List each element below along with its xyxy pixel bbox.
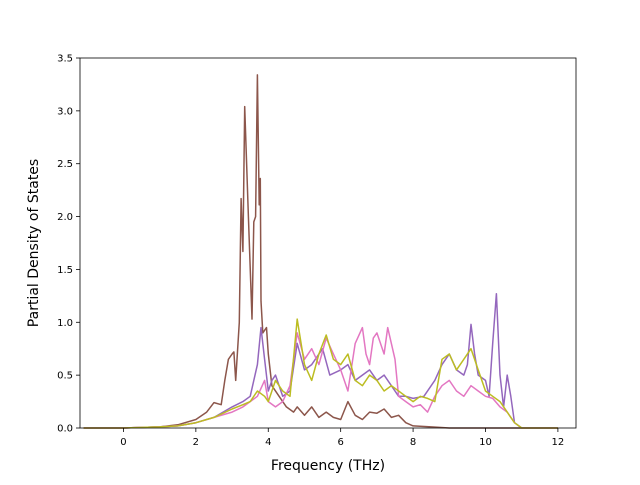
y-tick-label: 3.0 [57, 106, 73, 117]
x-axis-label: Frequency (THz) [271, 458, 385, 474]
y-tick-label: 0.0 [57, 424, 73, 435]
x-tick-label: 2 [193, 437, 199, 448]
y-ticks: 0.0 0.5 1.0 1.5 2.0 2.5 3.0 3.5 [57, 54, 80, 435]
series-layer [83, 74, 558, 429]
y-tick-label: 2.5 [57, 159, 73, 170]
series-line-3 [83, 326, 558, 429]
series-line-4 [83, 318, 558, 429]
x-tick-label: 8 [410, 437, 416, 448]
y-tick-label: 2.0 [57, 212, 73, 223]
x-tick-label: 12 [552, 437, 565, 448]
y-tick-label: 1.0 [57, 318, 73, 329]
x-tick-label: 6 [337, 437, 343, 448]
y-tick-label: 1.5 [57, 265, 73, 276]
x-tick-label: 4 [265, 437, 271, 448]
series-line-2 [83, 292, 558, 429]
axes-frame [79, 57, 577, 429]
plot-area [80, 58, 576, 428]
series-line-1 [83, 74, 558, 429]
y-tick-label: 0.5 [57, 371, 73, 382]
y-axis-label: Partial Density of States [26, 159, 42, 327]
y-tick-label: 3.5 [57, 54, 73, 65]
x-ticks: 0 2 4 6 8 10 12 [120, 428, 564, 448]
x-tick-label: 10 [479, 437, 492, 448]
x-tick-label: 0 [120, 437, 126, 448]
